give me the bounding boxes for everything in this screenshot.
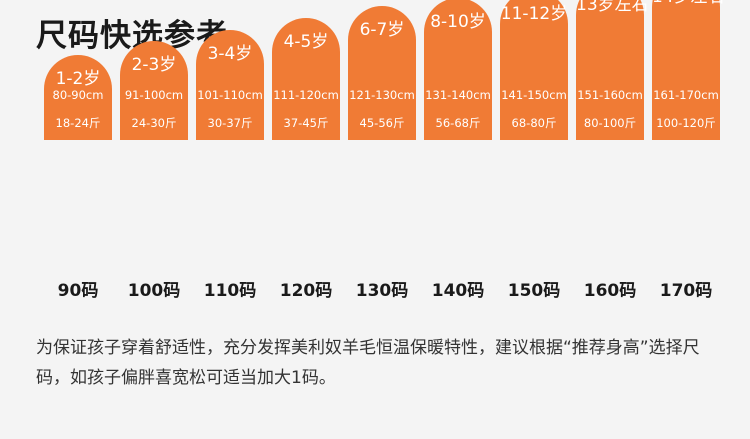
card-age-label: 1-2岁: [55, 69, 101, 89]
size-card: 4-5岁 111-120cm 37-45斤: [272, 18, 340, 140]
size-note: 为保证孩子穿着舒适性，充分发挥美利奴羊毛恒温保暖特性，建议根据“推荐身高”选择尺…: [36, 338, 700, 388]
card-weight-label: 68-80斤: [511, 116, 557, 130]
card-age-label: 3-4岁: [207, 44, 253, 64]
card-age-label: 2-3岁: [131, 55, 177, 75]
card-age-label: 6-7岁: [359, 20, 405, 40]
card-weight-label: 80-100斤: [583, 116, 637, 130]
card-height-label: 131-140cm: [425, 88, 491, 102]
card-height-label: 80-90cm: [52, 88, 104, 102]
card-height-label: 111-120cm: [273, 88, 339, 102]
size-label: 130码: [355, 281, 409, 301]
card-height-label: 141-150cm: [501, 88, 567, 102]
size-card: 13岁左右 151-160cm 80-100斤: [576, 0, 649, 140]
card-height-label: 161-170cm: [653, 88, 719, 102]
card-age-label: 13岁左右: [576, 0, 649, 15]
size-label: 150码: [507, 281, 561, 301]
card-weight-label: 45-56斤: [359, 116, 405, 130]
card-weight-label: 24-30斤: [131, 116, 177, 130]
size-label: 140码: [431, 281, 485, 301]
size-card: 3-4岁 101-110cm 30-37斤: [196, 30, 264, 140]
card-weight-label: 56-68斤: [435, 116, 481, 130]
size-label: 170码: [659, 281, 713, 301]
size-label: 110码: [203, 281, 257, 301]
size-card: 2-3岁 91-100cm 24-30斤: [120, 41, 188, 140]
size-card: 8-10岁 131-140cm 56-68斤: [424, 0, 492, 140]
card-height-label: 121-130cm: [349, 88, 415, 102]
size-label: 160码: [583, 281, 637, 301]
size-label: 100码: [127, 281, 181, 301]
card-weight-label: 37-45斤: [283, 116, 329, 130]
card-height-label: 91-100cm: [124, 88, 184, 102]
size-chart: 1-2岁 80-90cm 18-24斤 90码 2-3岁 91-100cm 24-30斤 10…: [44, 0, 725, 301]
card-weight-label: 30-37斤: [207, 116, 253, 130]
size-card: 11-12岁 141-150cm 68-80斤: [500, 0, 568, 140]
size-card: 14岁左右 161-170cm 100-120斤: [652, 0, 725, 140]
card-weight-label: 18-24斤: [55, 116, 101, 130]
size-card: 6-7岁 121-130cm 45-56斤: [348, 6, 416, 140]
card-age-label: 8-10岁: [430, 12, 486, 32]
card-weight-label: 100-120斤: [656, 116, 716, 130]
size-label: 90码: [57, 281, 99, 301]
size-card: 1-2岁 80-90cm 18-24斤: [44, 55, 112, 140]
card-age-label: 11-12岁: [500, 4, 568, 24]
card-age-label: 4-5岁: [283, 32, 329, 52]
size-label: 120码: [279, 281, 333, 301]
card-age-label: 14岁左右: [652, 0, 725, 7]
card-height-label: 101-110cm: [197, 88, 263, 102]
card-height-label: 151-160cm: [577, 88, 643, 102]
